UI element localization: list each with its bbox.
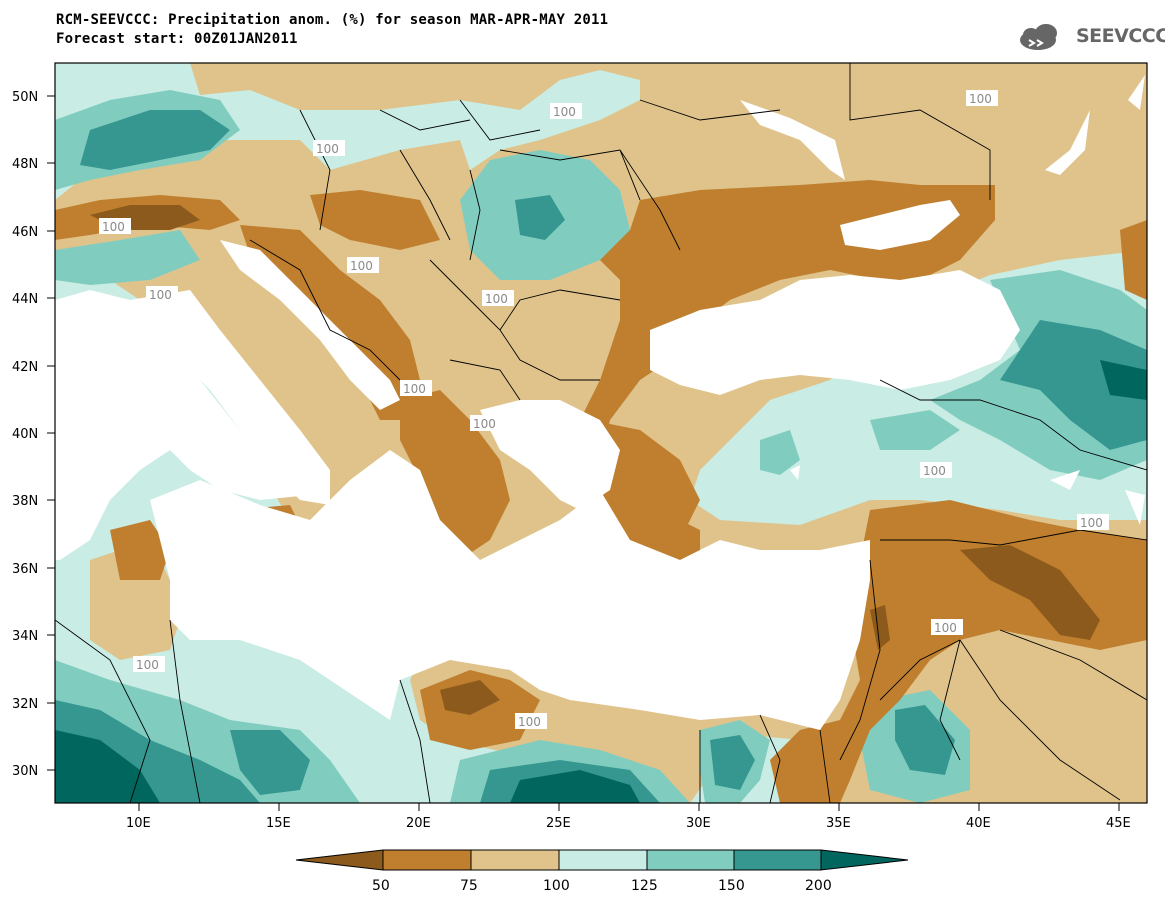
lon-label: 15E bbox=[266, 816, 291, 831]
field-very-wet-alps bbox=[80, 110, 230, 170]
contour-label-100: 100 bbox=[403, 382, 426, 396]
colorbar-label: 100 bbox=[543, 878, 570, 894]
field-extreme-wet-caucasus bbox=[1100, 360, 1147, 400]
field-very-wet-caucasus bbox=[1000, 320, 1147, 450]
contour-label-100: 100 bbox=[1080, 516, 1103, 530]
longitude-axis bbox=[138, 803, 1120, 811]
lat-label: 46N bbox=[12, 225, 38, 240]
colorbar-label: 150 bbox=[718, 878, 745, 894]
lat-label: 42N bbox=[12, 360, 38, 375]
field-very-dry-lebanon bbox=[870, 605, 890, 650]
colorbar-segment-75-100 bbox=[470, 849, 560, 871]
lon-label: 30E bbox=[686, 816, 711, 831]
field-dry-pannonia bbox=[310, 190, 440, 250]
lon-label: 35E bbox=[826, 816, 851, 831]
colorbar-segment-50-75 bbox=[382, 849, 472, 871]
colorbar-label: 200 bbox=[805, 878, 832, 894]
sea-adriatic bbox=[220, 240, 400, 410]
field-extreme-wet-libya bbox=[55, 730, 160, 803]
field-very-wet-nile bbox=[710, 735, 755, 790]
sea-azov bbox=[840, 200, 960, 250]
contour-label-100: 100 bbox=[969, 92, 992, 106]
colorbar-labels: 50 75 100 125 150 200 bbox=[372, 878, 832, 894]
colorbar bbox=[295, 849, 909, 871]
lon-label: 40E bbox=[966, 816, 991, 831]
field-very-dry-libya bbox=[440, 680, 500, 715]
contour-label-100: 100 bbox=[473, 417, 496, 431]
lat-label: 30N bbox=[12, 764, 38, 779]
colorbar-segment-125-150 bbox=[646, 849, 735, 871]
forecast-start-label: Forecast start: 00Z01JAN2011 bbox=[56, 31, 298, 47]
lat-label: 36N bbox=[12, 562, 38, 577]
contour-label-100: 100 bbox=[485, 292, 508, 306]
lat-label: 50N bbox=[12, 90, 38, 105]
field-very-wet-libya2 bbox=[230, 730, 310, 795]
field-extreme-wet-egypt bbox=[510, 770, 640, 803]
colorbar-label: 125 bbox=[631, 878, 658, 894]
contour-label-100: 100 bbox=[923, 464, 946, 478]
sea-black bbox=[650, 270, 1020, 395]
field-slightly-dry-italy bbox=[190, 240, 400, 520]
contour-label-100: 100 bbox=[553, 105, 576, 119]
field-dry-romania bbox=[570, 180, 995, 560]
contour-label-100: 100 bbox=[102, 220, 125, 234]
seevccc-logo-icon bbox=[1020, 24, 1057, 50]
lon-label: 45E bbox=[1106, 816, 1131, 831]
sea-aegean bbox=[480, 400, 620, 510]
contour-label-100: 100 bbox=[136, 658, 159, 672]
contour-label-100: 100 bbox=[518, 715, 541, 729]
colorbar-label: 50 bbox=[372, 878, 390, 894]
sea-mediterranean bbox=[55, 290, 310, 560]
lake-6 bbox=[790, 465, 800, 480]
lake-1 bbox=[740, 100, 845, 180]
lake-3 bbox=[1128, 75, 1145, 110]
contour-label-100: 100 bbox=[149, 288, 172, 302]
lake-2 bbox=[1045, 110, 1090, 175]
lat-label: 38N bbox=[12, 494, 38, 509]
borders bbox=[55, 63, 1147, 803]
contour-labels: 100 100 100 100 100 100 100 100 100 100 … bbox=[99, 90, 1109, 729]
latitude-labels: 50N 48N 46N 44N 42N 40N 38N 36N 34N 32N … bbox=[12, 90, 38, 779]
longitude-labels: 10E 15E 20E 25E 30E 35E 40E 45E bbox=[126, 816, 1131, 831]
lat-label: 44N bbox=[12, 292, 38, 307]
logo-text: SEEVCCC bbox=[1076, 25, 1165, 47]
field-dry-greece bbox=[400, 390, 510, 560]
field-very-dry-syria bbox=[960, 545, 1100, 640]
lon-label: 25E bbox=[546, 816, 571, 831]
lon-label: 20E bbox=[406, 816, 431, 831]
field-dry-east bbox=[1120, 220, 1147, 300]
lat-label: 32N bbox=[12, 697, 38, 712]
latitude-axis bbox=[47, 95, 55, 771]
lat-label: 34N bbox=[12, 629, 38, 644]
colorbar-segment-100-125 bbox=[558, 849, 648, 871]
sea-tyrrhenian bbox=[130, 290, 330, 505]
sea-ionian-levant bbox=[150, 450, 870, 730]
colorbar-segment-gt200 bbox=[820, 849, 909, 871]
field-very-wet-jordan bbox=[895, 705, 955, 775]
lat-label: 40N bbox=[12, 427, 38, 442]
field-very-wet-hungary bbox=[515, 195, 565, 240]
map-title: RCM-SEEVCCC: Precipitation anom. (%) for… bbox=[56, 12, 609, 28]
field-wet-anatolia bbox=[870, 410, 960, 450]
contour-label-100: 100 bbox=[316, 142, 339, 156]
contour-label-100: 100 bbox=[350, 259, 373, 273]
colorbar-label: 75 bbox=[460, 878, 478, 894]
anomaly-fields bbox=[55, 63, 1147, 803]
colorbar-segment-lt50 bbox=[295, 849, 384, 871]
lon-label: 10E bbox=[126, 816, 151, 831]
contour-label-100: 100 bbox=[934, 621, 957, 635]
field-dry-tunisia bbox=[110, 520, 170, 580]
field-wet-alps2 bbox=[55, 230, 200, 285]
field-wet-anatolia2 bbox=[760, 430, 800, 475]
lat-label: 48N bbox=[12, 157, 38, 172]
lake-5 bbox=[1125, 490, 1145, 525]
colorbar-segment-150-200 bbox=[733, 849, 822, 871]
lake-4 bbox=[1050, 470, 1080, 490]
